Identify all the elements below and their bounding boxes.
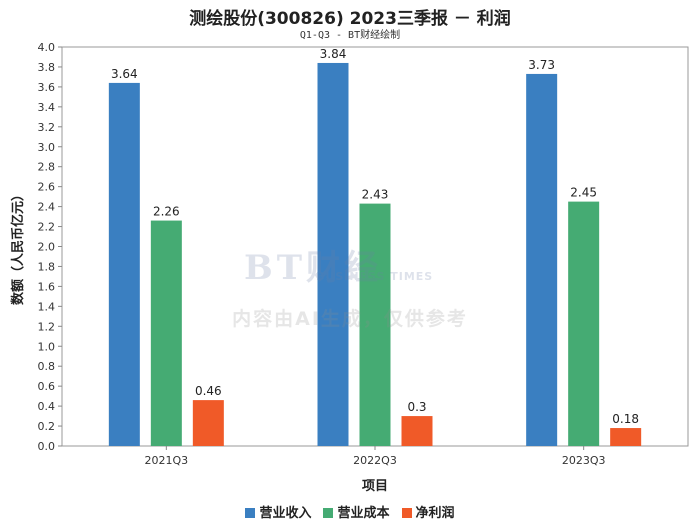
y-tick-label: 0.2 (38, 420, 56, 433)
legend-label: 营业收入 (259, 506, 312, 521)
watermark-sub: BUSINESS TIMES (316, 270, 434, 283)
legend-swatch (401, 508, 412, 518)
x-tick-label: 2023Q3 (562, 454, 606, 467)
x-axis-label: 项目 (362, 479, 388, 494)
legend-label: 营业成本 (337, 506, 390, 521)
bar-2 (359, 203, 391, 446)
data-label: 2.26 (153, 205, 180, 219)
chart-title: 测绘股份(300826) 2023三季报 － 利润 (189, 9, 511, 29)
data-label: 0.3 (407, 400, 426, 414)
data-label: 3.73 (528, 58, 555, 72)
x-tick-label: 2022Q3 (353, 454, 397, 467)
watermark-text: 内容由AI生成，仅供参考 (232, 308, 468, 330)
data-label: 3.84 (320, 47, 347, 61)
y-tick-label: 1.2 (38, 320, 56, 333)
y-axis-label: 数额（人民币亿元） (10, 188, 26, 305)
legend-swatch (323, 508, 334, 518)
y-tick-label: 3.6 (38, 81, 56, 94)
bar-1 (108, 82, 140, 446)
legend-item: 净利润 (401, 502, 455, 521)
y-tick-label: 0.6 (38, 380, 56, 393)
data-label: 2.43 (362, 188, 389, 202)
bar-3 (401, 416, 433, 446)
y-tick-label: 0.0 (38, 440, 56, 453)
y-tick-label: 0.8 (38, 360, 56, 373)
y-tick-label: 1.8 (38, 260, 56, 273)
y-tick-label: 1.6 (38, 280, 56, 293)
watermark-logo: BT财经 (244, 248, 383, 288)
y-tick-label: 2.0 (38, 241, 56, 254)
y-tick-label: 2.8 (38, 161, 56, 174)
y-tick-label: 2.6 (38, 181, 56, 194)
data-label: 0.18 (612, 412, 639, 426)
y-tick-label: 0.4 (38, 400, 56, 413)
y-tick-label: 2.4 (38, 201, 56, 214)
legend-item: 营业成本 (323, 502, 390, 521)
y-tick-label: 3.8 (38, 61, 56, 74)
bar-3 (192, 400, 224, 446)
y-tick-label: 3.2 (38, 121, 56, 134)
bar-2 (150, 220, 182, 446)
x-tick-label: 2021Q3 (145, 454, 189, 467)
legend-item: 营业收入 (245, 502, 311, 521)
bar-1 (526, 73, 558, 447)
y-tick-label: 2.2 (38, 221, 56, 234)
data-label: 2.45 (570, 186, 597, 200)
chart-subtitle: Q1-Q3 - BT财经绘制 (299, 30, 401, 41)
legend-swatch (245, 508, 256, 518)
y-tick-label: 3.0 (38, 141, 56, 154)
y-tick-label: 1.0 (38, 340, 56, 353)
legend-label: 净利润 (415, 506, 455, 521)
data-label: 0.46 (195, 384, 222, 398)
legend: 营业收入 营业成本 净利润 (0, 502, 700, 521)
data-label: 3.64 (111, 67, 138, 81)
bar-3 (610, 428, 642, 446)
y-tick-label: 3.4 (38, 101, 56, 114)
y-tick-label: 4.0 (38, 41, 56, 54)
bar-1 (317, 62, 349, 447)
bar-2 (568, 201, 600, 446)
y-tick-label: 1.4 (38, 300, 56, 313)
